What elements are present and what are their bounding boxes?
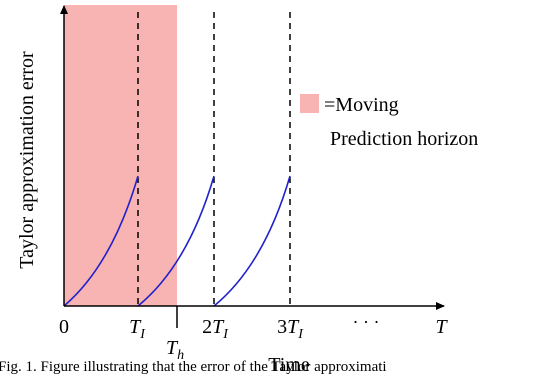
tick-zero: 0 — [59, 316, 69, 338]
legend-line1: =Moving — [324, 94, 399, 116]
tick-2t1: 2TI — [202, 316, 229, 342]
error-curve-3 — [213, 175, 291, 307]
figure-caption: Fig. 1. Figure illustrating that the err… — [0, 359, 387, 375]
tick-3t1: 3TI — [277, 316, 304, 342]
y-axis-label: Taylor approximation error — [16, 51, 38, 269]
tick-end-t: T — [435, 316, 448, 338]
x-axis-label: Time — [268, 354, 310, 376]
legend-line2: Prediction horizon — [330, 128, 478, 150]
tick-dots: · · · — [353, 312, 380, 332]
error-curve-2 — [137, 175, 215, 307]
legend-swatch — [300, 94, 319, 113]
error-curve-1 — [63, 175, 139, 307]
tick-th: Th — [166, 337, 184, 363]
tick-t1: TI — [129, 316, 146, 342]
prediction-horizon-region — [64, 5, 177, 306]
